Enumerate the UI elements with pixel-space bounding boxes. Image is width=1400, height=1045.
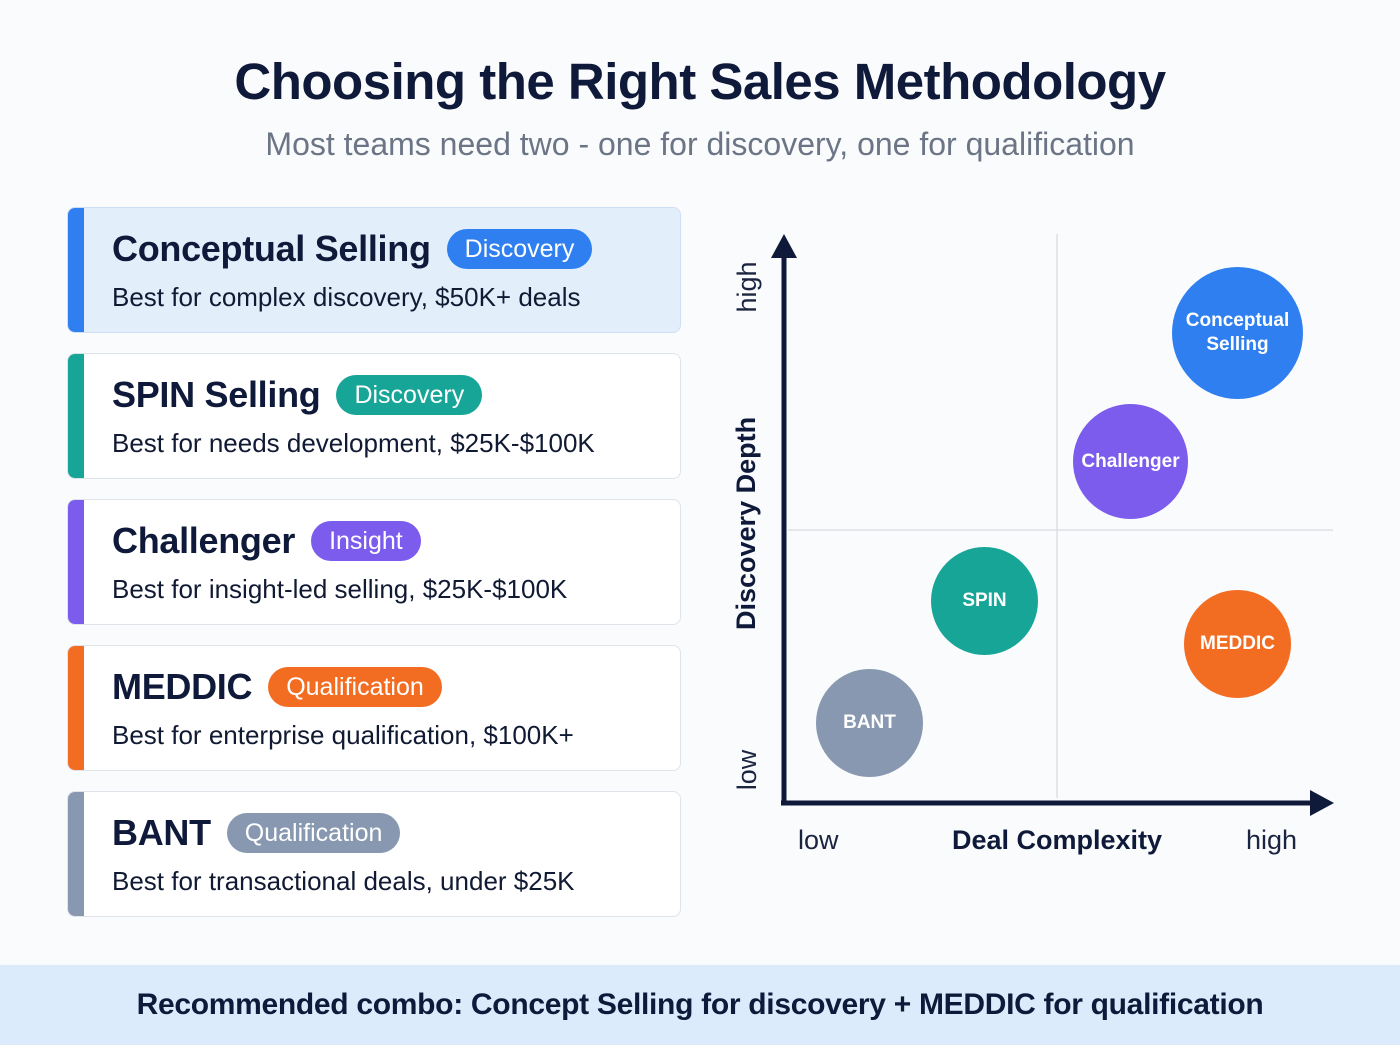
bubble-label: Conceptual bbox=[1185, 310, 1290, 331]
card-accent-stripe bbox=[68, 500, 84, 624]
card-title: MEDDIC bbox=[112, 666, 253, 707]
recommendation-text: Recommended combo: Concept Selling for d… bbox=[136, 988, 1264, 1021]
y-axis-title: Discovery Depth bbox=[731, 416, 761, 630]
page-title: Choosing the Right Sales Methodology bbox=[234, 53, 1166, 110]
card-description: Best for enterprise qualification, $100K… bbox=[112, 720, 574, 750]
y-axis-high-label: high bbox=[732, 261, 762, 313]
x-axis-low-label: low bbox=[798, 825, 839, 855]
card-title: BANT bbox=[112, 812, 211, 853]
methodology-card-challenger[interactable]: Challenger Insight Best for insight-led … bbox=[67, 499, 681, 625]
card-accent-stripe bbox=[68, 208, 84, 332]
x-axis-arrow-icon bbox=[1310, 790, 1334, 816]
card-accent-stripe bbox=[68, 792, 84, 916]
bubble-conceptual-selling[interactable]: Conceptual Selling bbox=[1172, 267, 1303, 399]
bubble-challenger[interactable]: Challenger bbox=[1073, 404, 1188, 519]
card-accent-stripe bbox=[68, 646, 84, 770]
bubble-label: Challenger bbox=[1081, 450, 1180, 472]
methodology-card-meddic[interactable]: MEDDIC Qualification Best for enterprise… bbox=[67, 645, 681, 771]
card-description: Best for transactional deals, under $25K bbox=[112, 866, 575, 896]
methodology-card-conceptual-selling[interactable]: Conceptual Selling Discovery Best for co… bbox=[67, 207, 681, 333]
bubble-label: SPIN bbox=[962, 590, 1007, 611]
recommendation-banner: Recommended combo: Concept Selling for d… bbox=[0, 965, 1400, 1045]
methodology-card-bant[interactable]: BANT Qualification Best for transactiona… bbox=[67, 791, 681, 917]
category-badge: Discovery bbox=[446, 229, 593, 269]
methodology-quadrant-chart: high Discovery Depth low low Deal Comple… bbox=[731, 234, 1334, 855]
page-subtitle: Most teams need two - one for discovery,… bbox=[265, 126, 1135, 162]
x-axis-high-label: high bbox=[1246, 825, 1298, 855]
card-title: Challenger bbox=[112, 520, 296, 561]
methodology-card-spin-selling[interactable]: SPIN Selling Discovery Best for needs de… bbox=[67, 353, 681, 479]
category-badge: Qualification bbox=[226, 813, 401, 853]
card-description: Best for needs development, $25K-$100K bbox=[112, 428, 595, 458]
bubble-label: MEDDIC bbox=[1200, 633, 1275, 654]
card-description: Best for complex discovery, $50K+ deals bbox=[112, 282, 581, 312]
bubble-label-line2: Selling bbox=[1206, 334, 1269, 355]
bubble-meddic[interactable]: MEDDIC bbox=[1184, 590, 1291, 698]
card-accent-stripe bbox=[68, 354, 84, 478]
category-badge: Insight bbox=[311, 521, 421, 561]
category-badge: Discovery bbox=[336, 375, 483, 415]
category-badge: Qualification bbox=[268, 667, 442, 707]
card-title: SPIN Selling bbox=[112, 374, 321, 415]
chart-axes bbox=[771, 234, 1334, 816]
bubble-bant[interactable]: BANT bbox=[816, 669, 923, 777]
bubble-label: BANT bbox=[843, 712, 896, 733]
x-axis-title: Deal Complexity bbox=[952, 825, 1163, 855]
card-title: Conceptual Selling bbox=[112, 228, 431, 269]
y-axis-low-label: low bbox=[732, 749, 762, 791]
y-axis-arrow-icon bbox=[771, 234, 797, 258]
bubble-spin[interactable]: SPIN bbox=[931, 547, 1038, 655]
card-description: Best for insight-led selling, $25K-$100K bbox=[112, 574, 568, 604]
